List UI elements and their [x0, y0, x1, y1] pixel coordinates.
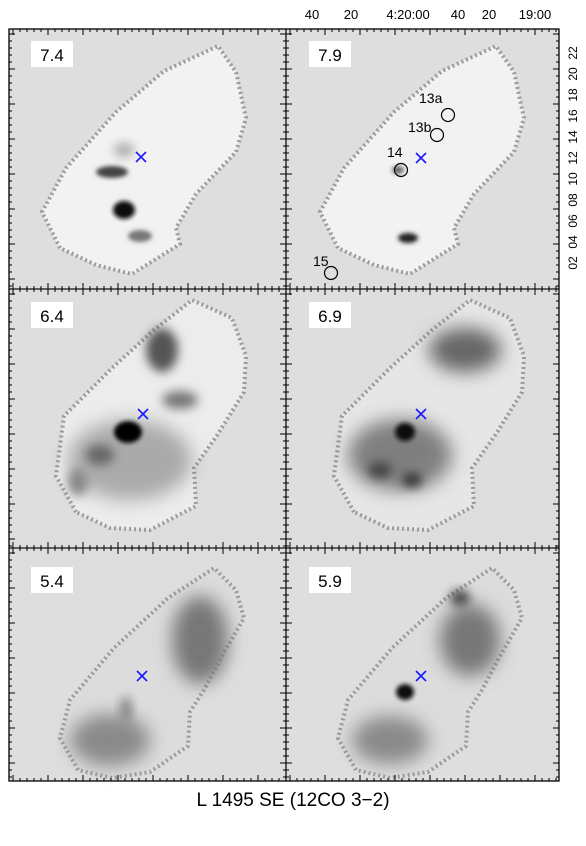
emission-region: [57, 565, 247, 781]
emission-region: [331, 297, 527, 533]
panel-v7-9: 7.9 13a 13b 14 15: [287, 29, 559, 288]
source-label: 13a: [419, 90, 443, 106]
source-circle: [429, 127, 445, 143]
center-marker: [135, 151, 147, 163]
top-axis-labels: 40 20 4:20:00 40 20 19:00: [305, 7, 552, 22]
panel-v5-9: 5.9: [287, 549, 559, 781]
velocity-label-box: 6.4: [31, 302, 73, 328]
velocity-label-box: 5.9: [309, 567, 351, 593]
top-axis-label: 40: [451, 7, 465, 22]
velocity-label: 5.4: [40, 572, 64, 591]
right-axis-labels: 22 20 18 16 14 12 10 08 06 04 02: [566, 46, 580, 270]
velocity-label: 7.4: [40, 46, 64, 65]
velocity-label-box: 7.4: [31, 41, 73, 67]
velocity-label: 6.9: [318, 307, 342, 326]
emission-region: [335, 565, 525, 781]
velocity-label: 6.4: [40, 307, 64, 326]
top-axis-label: 20: [344, 7, 358, 22]
right-axis-label: 04: [566, 235, 580, 249]
source-markers: [323, 107, 456, 281]
panel-v6-9: 6.9: [287, 290, 559, 547]
right-axis-label: 22: [566, 46, 580, 60]
right-axis-label: 14: [566, 130, 580, 144]
source-label: 13b: [408, 119, 432, 135]
top-axis-label: 20: [482, 7, 496, 22]
panel-frame: [8, 28, 560, 782]
center-marker: [415, 408, 427, 420]
panel-v6-4: 6.4: [9, 290, 285, 547]
panel-v5-4: 5.4: [9, 549, 285, 781]
right-axis-label: 02: [566, 256, 580, 270]
figure-caption: L 1495 SE (12CO 3−2): [196, 790, 390, 811]
top-axis-label: 4:20:00: [386, 7, 429, 22]
velocity-label: 7.9: [318, 46, 342, 65]
center-marker: [137, 408, 149, 420]
velocity-label-box: 7.9: [309, 41, 351, 67]
velocity-label-box: 6.9: [309, 302, 351, 328]
axis-ticks: [9, 29, 559, 781]
center-marker: [415, 152, 427, 164]
velocity-label-box: 5.4: [31, 567, 73, 593]
source-label: 14: [387, 144, 403, 160]
right-axis-label: 16: [566, 109, 580, 123]
source-circle: [440, 107, 456, 123]
right-axis-label: 08: [566, 193, 580, 207]
top-axis-label: 40: [305, 7, 319, 22]
right-axis-label: 06: [566, 214, 580, 228]
center-marker: [136, 670, 148, 682]
source-label: 15: [313, 253, 329, 269]
velocity-label: 5.9: [318, 572, 342, 591]
source-circle: [323, 265, 339, 281]
source-circle: [393, 162, 409, 178]
right-axis-label: 20: [566, 67, 580, 81]
top-axis-label: 19:00: [519, 7, 552, 22]
right-axis-label: 18: [566, 88, 580, 102]
right-axis-label: 12: [566, 151, 580, 165]
panel-v7-4: 7.4: [9, 29, 285, 288]
emission-region: [53, 297, 249, 533]
right-axis-label: 10: [566, 172, 580, 186]
center-marker: [415, 670, 427, 682]
